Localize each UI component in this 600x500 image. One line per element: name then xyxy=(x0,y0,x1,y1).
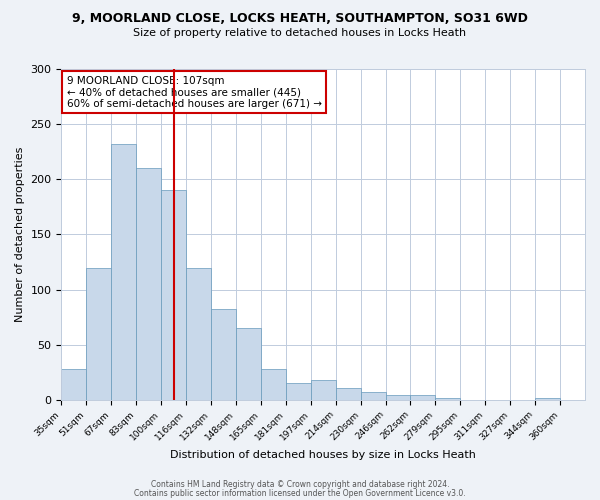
Bar xyxy=(436,398,460,400)
Text: Size of property relative to detached houses in Locks Heath: Size of property relative to detached ho… xyxy=(133,28,467,38)
Bar xyxy=(186,268,211,400)
Bar xyxy=(286,384,311,400)
Bar xyxy=(410,396,436,400)
Bar xyxy=(335,388,361,400)
Y-axis label: Number of detached properties: Number of detached properties xyxy=(15,146,25,322)
Bar xyxy=(311,380,335,400)
Bar xyxy=(61,369,86,400)
X-axis label: Distribution of detached houses by size in Locks Heath: Distribution of detached houses by size … xyxy=(170,450,476,460)
Bar xyxy=(261,369,286,400)
Bar xyxy=(535,398,560,400)
Text: Contains HM Land Registry data © Crown copyright and database right 2024.: Contains HM Land Registry data © Crown c… xyxy=(151,480,449,489)
Bar xyxy=(361,392,386,400)
Bar xyxy=(136,168,161,400)
Text: 9, MOORLAND CLOSE, LOCKS HEATH, SOUTHAMPTON, SO31 6WD: 9, MOORLAND CLOSE, LOCKS HEATH, SOUTHAMP… xyxy=(72,12,528,26)
Text: Contains public sector information licensed under the Open Government Licence v3: Contains public sector information licen… xyxy=(134,488,466,498)
Bar xyxy=(111,144,136,400)
Text: 9 MOORLAND CLOSE: 107sqm
← 40% of detached houses are smaller (445)
60% of semi-: 9 MOORLAND CLOSE: 107sqm ← 40% of detach… xyxy=(67,76,322,109)
Bar xyxy=(161,190,186,400)
Bar xyxy=(386,396,410,400)
Bar xyxy=(236,328,261,400)
Bar xyxy=(86,268,111,400)
Bar xyxy=(211,310,236,400)
